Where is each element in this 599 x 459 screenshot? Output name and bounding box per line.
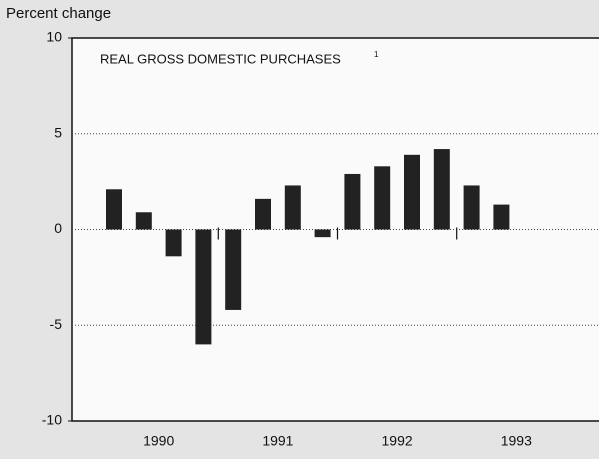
- title-note: 1: [374, 50, 379, 59]
- y-tick-label: 10: [46, 29, 62, 45]
- bar: [463, 185, 480, 230]
- bar: [344, 173, 361, 230]
- chart-title: REAL GROSS DOMESTIC PURCHASES: [100, 51, 341, 66]
- bar: [255, 198, 271, 230]
- x-group-label: 1991: [262, 433, 293, 449]
- x-group-label: 1993: [501, 433, 532, 449]
- bar: [225, 229, 242, 310]
- bar: [135, 212, 152, 230]
- y-tick-label: -5: [50, 316, 63, 332]
- bar: [314, 229, 331, 238]
- bar: [284, 185, 301, 230]
- bar: [493, 204, 510, 230]
- y-tick-label: 5: [54, 124, 62, 140]
- bar: [165, 229, 182, 257]
- y-tick-label: 0: [54, 220, 62, 236]
- bar: [195, 229, 212, 345]
- bar: [106, 189, 122, 230]
- bar: [404, 154, 420, 230]
- y-axis-label: Percent change: [6, 5, 111, 22]
- bar: [374, 166, 391, 230]
- x-group-label: 1990: [143, 433, 174, 449]
- bar: [433, 149, 450, 230]
- y-tick-label: -10: [42, 412, 62, 428]
- x-group-label: 1992: [382, 433, 413, 449]
